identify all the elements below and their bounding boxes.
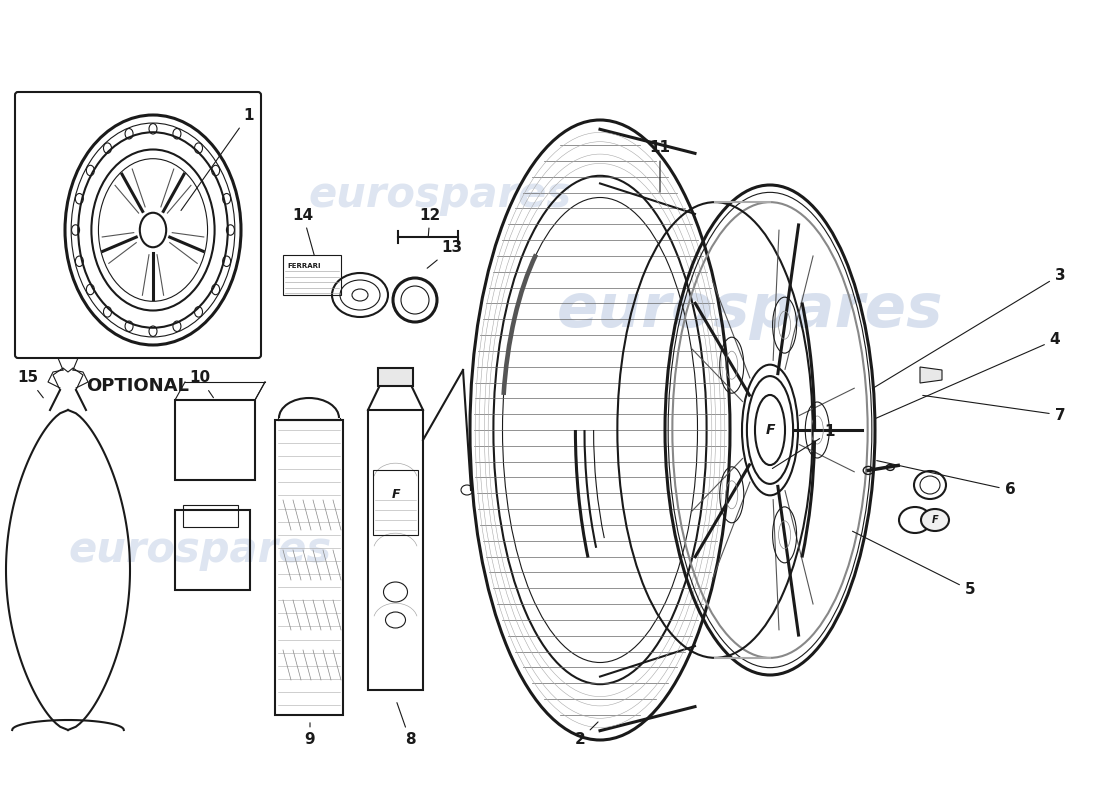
Text: F: F [932, 515, 938, 525]
Text: 9: 9 [305, 722, 316, 747]
Bar [373, 470, 418, 535]
Text: 10: 10 [189, 370, 213, 398]
Bar [183, 505, 238, 527]
Text: eurospares: eurospares [557, 281, 944, 339]
Text: 3: 3 [872, 267, 1065, 389]
Text: eurospares: eurospares [308, 174, 572, 216]
Text: 13: 13 [427, 241, 463, 268]
Bar [378, 368, 412, 386]
Text: 12: 12 [419, 207, 441, 238]
Bar [175, 510, 250, 590]
Text: 11: 11 [649, 141, 671, 192]
Text: 5: 5 [852, 531, 976, 598]
Ellipse shape [921, 509, 949, 531]
Text: 1: 1 [772, 425, 835, 469]
Text: 14: 14 [293, 207, 315, 255]
Bar [275, 420, 343, 715]
FancyBboxPatch shape [15, 92, 261, 358]
Text: 1: 1 [182, 108, 253, 210]
Text: 4: 4 [874, 333, 1060, 419]
Text: 6: 6 [877, 461, 1015, 498]
Text: F: F [392, 488, 399, 501]
Text: OPTIONAL: OPTIONAL [87, 377, 189, 395]
Text: 7: 7 [923, 395, 1065, 422]
Polygon shape [920, 367, 942, 383]
Text: F: F [766, 423, 774, 437]
Bar [175, 400, 255, 480]
Bar [283, 255, 341, 295]
Bar [368, 410, 424, 690]
Text: eurospares: eurospares [68, 529, 331, 571]
Text: FERRARI: FERRARI [287, 263, 320, 269]
Text: 2: 2 [574, 722, 598, 747]
Text: 8: 8 [397, 702, 416, 747]
Text: 15: 15 [18, 370, 43, 398]
